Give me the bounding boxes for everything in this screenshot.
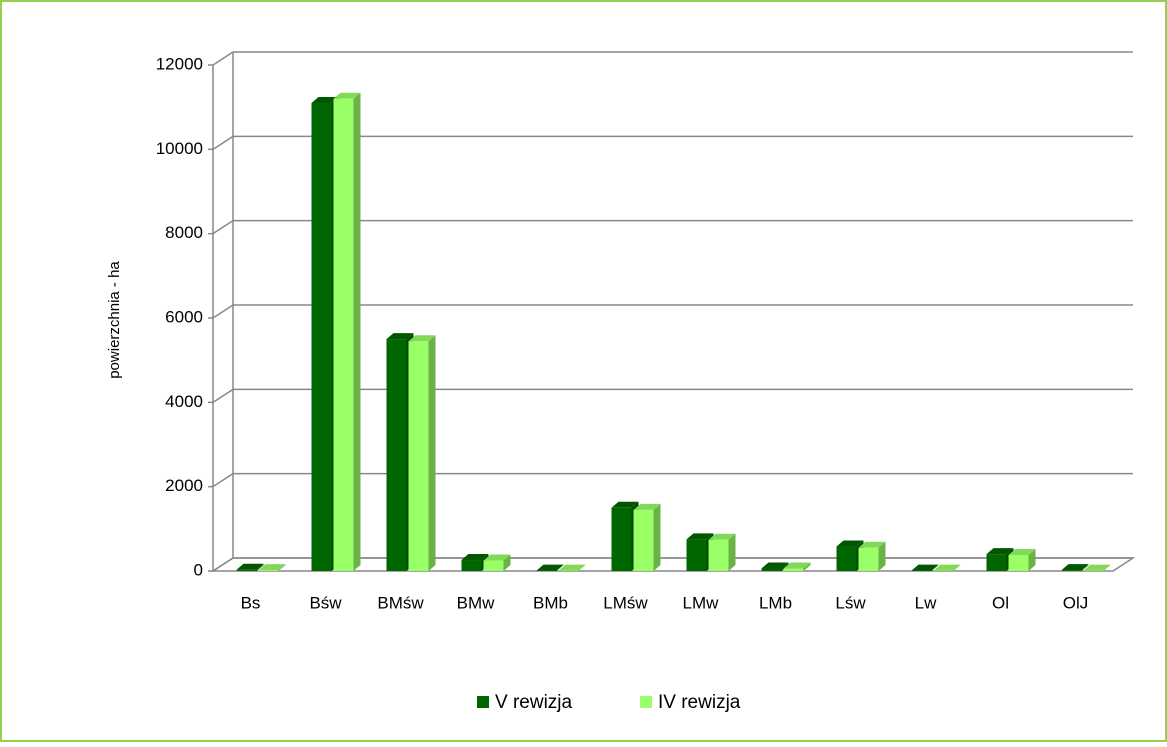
bar <box>987 554 1007 571</box>
legend-label: V rewizja <box>495 692 573 713</box>
x-tick-label: Bśw <box>309 593 342 612</box>
y-tick-label: 6000 <box>165 307 203 326</box>
x-tick-label: BMśw <box>377 593 424 612</box>
y-tick-label: 0 <box>194 560 203 579</box>
x-tick-label: BMb <box>533 593 568 612</box>
bar <box>237 570 257 571</box>
bar <box>312 103 332 571</box>
bar-side <box>429 335 436 571</box>
bar-side <box>654 504 661 571</box>
bar <box>1062 570 1082 571</box>
x-tick-label: Lśw <box>835 593 866 612</box>
x-tick-label: OlJ <box>1063 593 1089 612</box>
bar <box>462 560 482 571</box>
bar-side <box>729 534 736 571</box>
x-tick-label: BMw <box>457 593 496 612</box>
bar <box>687 539 707 571</box>
y-tick-label: 2000 <box>165 476 203 495</box>
x-tick-label: LMśw <box>603 593 648 612</box>
bar <box>784 568 804 571</box>
bar <box>837 547 857 571</box>
x-tick-label: LMw <box>683 593 720 612</box>
y-tick-label: 4000 <box>165 392 203 411</box>
bar <box>1009 555 1029 571</box>
y-tick-label: 8000 <box>165 223 203 242</box>
bar <box>409 341 429 571</box>
bar <box>259 570 279 571</box>
bar <box>859 548 879 571</box>
x-tick-label: Bs <box>241 593 261 612</box>
bar <box>709 540 729 571</box>
bar <box>612 508 632 571</box>
legend-swatch <box>477 696 489 708</box>
x-tick-label: Ol <box>992 593 1009 612</box>
bar <box>334 99 354 571</box>
bar <box>387 339 407 571</box>
bar <box>484 560 504 571</box>
legend-label: IV rewizja <box>658 692 741 713</box>
legend-swatch <box>640 696 652 708</box>
bar <box>762 568 782 571</box>
y-tick-label: 12000 <box>156 54 203 73</box>
y-axis-label: powierzchnia - ha <box>106 261 123 379</box>
x-tick-label: Lw <box>915 593 937 612</box>
x-tick-label: LMb <box>759 593 792 612</box>
bar-side <box>354 93 361 571</box>
bar <box>634 510 654 571</box>
y-tick-label: 10000 <box>156 139 203 158</box>
